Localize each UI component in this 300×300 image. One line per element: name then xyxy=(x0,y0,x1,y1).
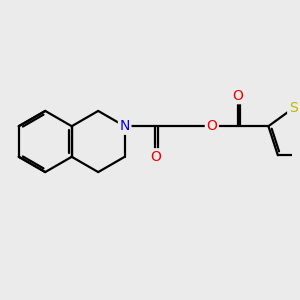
Text: N: N xyxy=(119,119,130,133)
Text: O: O xyxy=(206,119,217,133)
Text: O: O xyxy=(150,150,161,164)
Text: O: O xyxy=(232,88,243,103)
Text: S: S xyxy=(289,101,298,115)
